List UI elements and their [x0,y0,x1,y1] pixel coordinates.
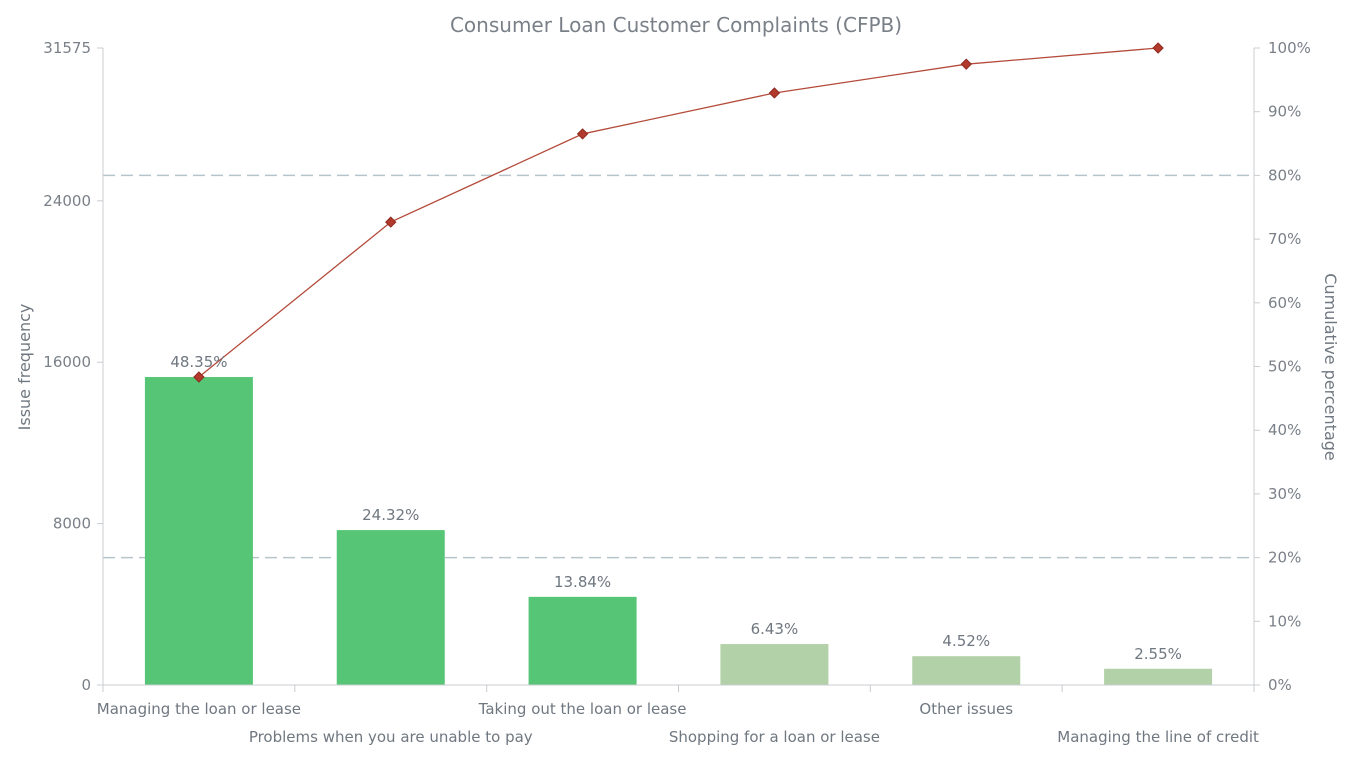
cumulative-marker [193,371,205,383]
y2-tick-label: 50% [1268,358,1301,376]
bar-percent-label: 24.32% [362,506,419,524]
y2-tick-label: 80% [1268,166,1301,184]
y2-tick-label: 20% [1268,549,1301,567]
x-category-label: Other issues [919,700,1013,718]
y2-tick-label: 100% [1268,39,1311,57]
chart-title: Consumer Loan Customer Complaints (CFPB) [450,13,902,37]
y2-axis-title: Cumulative percentage [1321,273,1340,461]
y2-tick-label: 90% [1268,103,1301,121]
cumulative-line [198,47,1159,378]
y-tick-label: 24000 [43,192,91,210]
y-tick-label: 8000 [53,515,91,533]
bar-percent-label: 48.35% [170,353,227,371]
y2-tick-label: 70% [1268,230,1301,248]
y2-tick-label: 10% [1268,612,1301,630]
x-category-label: Taking out the loan or lease [478,700,687,718]
y-tick-label: 16000 [43,353,91,371]
y-tick-label: 0 [81,676,91,694]
bar-3 [528,596,637,685]
bar-4 [720,644,829,685]
bar-percent-label: 13.84% [554,573,611,591]
cumulative-marker [768,87,781,99]
x-category-label: Shopping for a loan or lease [669,728,880,746]
bar-6 [1104,668,1213,685]
y-tick-label: 31575 [43,39,91,57]
y2-tick-label: 0% [1268,676,1292,694]
x-category-label: Managing the loan or lease [97,700,301,718]
cumulative-marker [576,128,589,140]
cumulative-marker [960,58,972,70]
bar-percent-label: 2.55% [1134,645,1182,663]
bar-2 [336,530,445,685]
y2-tick-label: 40% [1268,421,1301,439]
y2-tick-label: 60% [1268,294,1301,312]
y2-tick-label: 30% [1268,485,1301,503]
cumulative-marker [1152,42,1164,54]
x-category-label: Managing the line of credit [1057,728,1259,746]
bar-5 [912,656,1021,685]
bar-percent-label: 4.52% [942,632,990,650]
bar-1 [144,377,253,685]
cumulative-marker [385,216,397,228]
x-category-label: Problems when you are unable to pay [249,728,533,746]
y-axis-title: Issue frequency [15,304,34,431]
bar-percent-label: 6.43% [751,620,799,638]
